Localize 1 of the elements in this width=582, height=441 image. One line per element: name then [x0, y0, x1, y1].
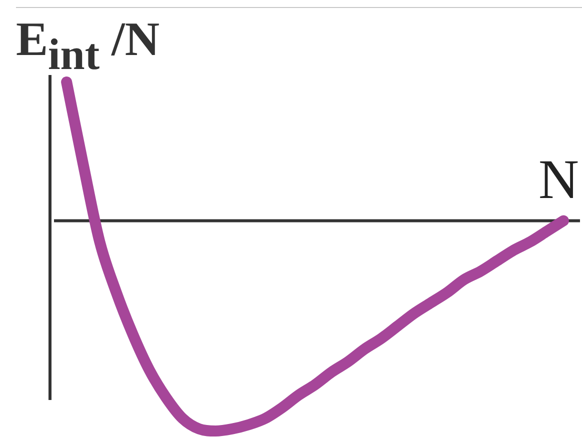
x-axis-title: N: [538, 149, 579, 211]
